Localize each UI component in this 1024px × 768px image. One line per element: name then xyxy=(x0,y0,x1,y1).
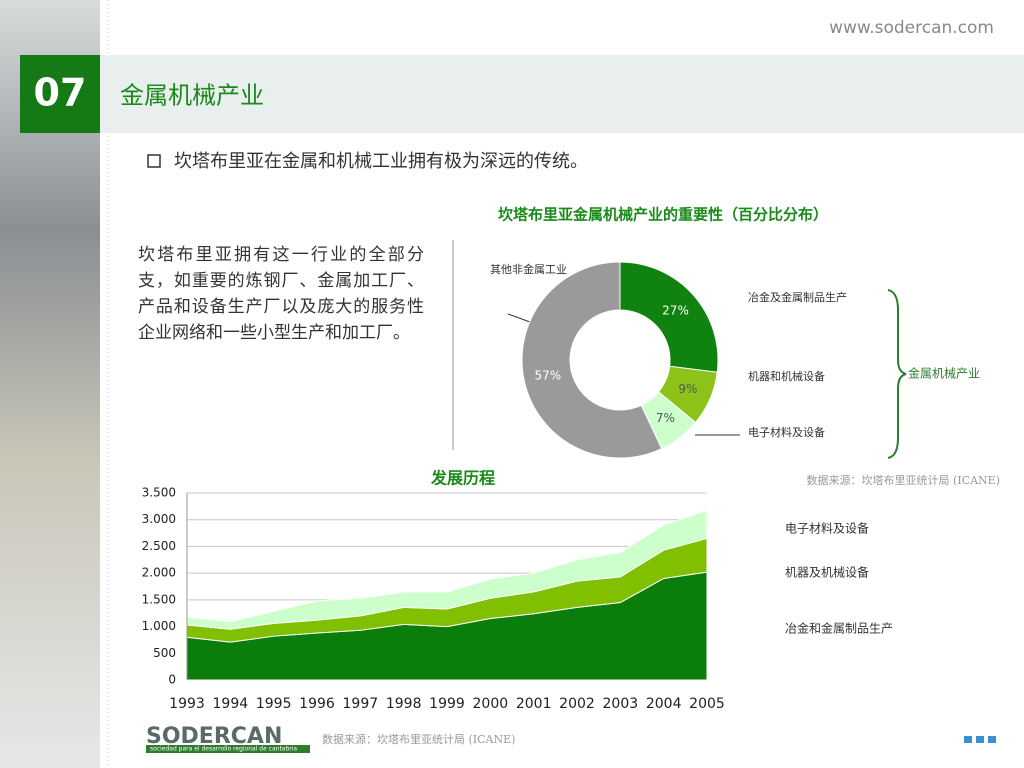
y-tick-label: 500 xyxy=(153,646,176,660)
legend-entry: 冶金和金属制品生产 xyxy=(785,621,893,636)
x-tick-label: 2003 xyxy=(603,696,639,712)
x-tick-label: 2002 xyxy=(559,696,595,712)
x-tick-label: 1999 xyxy=(429,696,465,712)
logo: SODERCAN xyxy=(146,724,282,749)
brace-label: 金属机械产业 xyxy=(908,366,980,381)
header-band xyxy=(100,55,1024,133)
x-tick-label: 1993 xyxy=(169,696,205,712)
legend-entry: 电子材料及设备 xyxy=(785,522,869,536)
paragraph: 坎塔布里亚拥有这一行业的全部分支，如重要的炼钢厂、金属加工厂、产品和设备生产厂以… xyxy=(138,245,424,343)
logo-bar xyxy=(146,745,310,753)
x-tick-label: 2001 xyxy=(516,696,552,712)
category-label: 其他非金属工业 xyxy=(490,262,567,276)
pie-slice xyxy=(619,261,719,373)
decor xyxy=(988,736,996,743)
x-tick-label: 1995 xyxy=(256,696,292,712)
y-tick-label: 3.500 xyxy=(142,486,176,500)
decor xyxy=(964,736,972,743)
bullet-text: 坎塔布里亚在金属和机械工业拥有极为深远的传统。 xyxy=(174,151,588,172)
category-label: 冶金及金属制品生产 xyxy=(748,290,847,304)
x-tick-label: 2004 xyxy=(646,696,682,712)
bullet-icon xyxy=(147,154,161,168)
legend-entry: 机器及机械设备 xyxy=(785,565,869,580)
section-number: 07 xyxy=(34,71,87,115)
pie-slice xyxy=(521,261,663,459)
decor xyxy=(976,736,984,743)
source: 数据来源：坎塔布里亚统计局 (ICANE) xyxy=(322,732,515,746)
y-tick-label: 1.000 xyxy=(142,619,176,633)
url: www.sodercan.com xyxy=(829,18,994,38)
y-tick-label: 1.500 xyxy=(142,592,176,606)
brace xyxy=(887,289,907,459)
value-label: 57% xyxy=(534,369,561,383)
source: 数据来源：坎塔布里亚统计局 (ICANE) xyxy=(807,473,1000,487)
logo-tagline: sociedad para el desarrollo regional de … xyxy=(150,746,297,753)
value-label: 9% xyxy=(678,382,697,396)
y-tick-label: 2.500 xyxy=(142,539,176,553)
section-title: 金属机械产业 xyxy=(120,82,264,110)
y-tick-label: 0 xyxy=(168,673,176,687)
leader-line xyxy=(507,313,531,323)
category-label: 机器和机械设备 xyxy=(748,369,825,383)
x-tick-label: 1997 xyxy=(343,696,379,712)
value-label: 27% xyxy=(662,304,689,318)
x-tick-label: 1996 xyxy=(299,696,335,712)
x-tick-label: 2000 xyxy=(473,696,509,712)
x-tick-label: 2005 xyxy=(689,696,725,712)
pie-title: 坎塔布里亚金属机械产业的重要性（百分比分布） xyxy=(498,206,828,224)
area-title: 发展历程 xyxy=(430,469,495,488)
y-tick-label: 2.000 xyxy=(142,566,176,580)
y-tick-label: 3.000 xyxy=(142,512,176,526)
x-tick-label: 1998 xyxy=(386,696,422,712)
category-label: 电子材料及设备 xyxy=(748,425,825,439)
area xyxy=(186,509,708,630)
value-label: 7% xyxy=(656,411,675,425)
x-tick-label: 1994 xyxy=(213,696,249,712)
section-box xyxy=(20,55,100,133)
